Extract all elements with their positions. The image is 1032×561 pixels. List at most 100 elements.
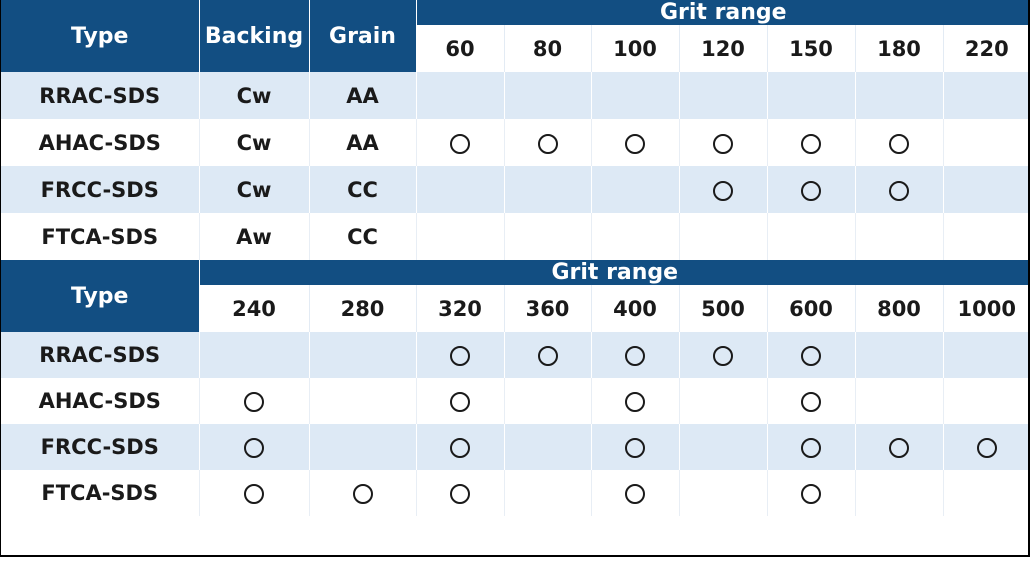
grit-cell <box>416 119 505 166</box>
circle-mark-icon <box>244 438 264 458</box>
circle-mark-icon <box>889 133 909 154</box>
circle-mark-icon <box>450 346 470 366</box>
grit-cell <box>591 332 680 378</box>
circle-mark-icon <box>713 346 733 366</box>
grit-cell <box>855 72 944 119</box>
grit-value: 60 <box>416 25 505 72</box>
table-row: AHAC-SDS Cw AA <box>1 119 1028 166</box>
grit-cell <box>416 332 505 378</box>
grit-value: 240 <box>199 285 310 332</box>
table-row: FTCA-SDS Aw CC <box>1 213 1028 260</box>
grit-cell <box>199 470 310 516</box>
grit-cell <box>943 424 1028 470</box>
grit-cell <box>416 166 505 213</box>
backing-cell: Cw <box>199 119 310 166</box>
grit-cell <box>504 332 592 378</box>
grit-compatibility-table: Type Backing Grain Grit range 60 80 100 120 150 1… <box>1 0 1028 516</box>
grit-cell <box>855 378 944 424</box>
grit-range-header: Grit range <box>199 260 1028 285</box>
circle-mark-icon <box>889 438 909 458</box>
circle-mark-icon <box>450 438 470 458</box>
grit-value: 500 <box>679 285 768 332</box>
grain-cell: AA <box>309 119 417 166</box>
grit-cell <box>504 213 592 260</box>
grit-cell <box>855 424 944 470</box>
grit-value: 400 <box>591 285 680 332</box>
grit-cell <box>767 72 856 119</box>
grit-cell <box>504 378 592 424</box>
grit-value: 180 <box>855 25 944 72</box>
grit-cell <box>199 424 310 470</box>
grit-cell <box>943 378 1028 424</box>
circle-mark-icon <box>450 392 470 412</box>
grit-cell <box>943 119 1028 166</box>
circle-mark-icon <box>352 484 373 504</box>
type-cell: FRCC-SDS <box>1 166 200 213</box>
grit-value: 600 <box>767 285 856 332</box>
grit-cell <box>855 213 944 260</box>
circle-mark-icon <box>801 346 821 366</box>
grit-cell <box>416 378 505 424</box>
grit-cell <box>943 470 1028 516</box>
header-row-1: Type Backing Grain Grit range <box>1 0 1028 72</box>
grit-cell <box>416 213 505 260</box>
type-cell: AHAC-SDS <box>1 378 200 424</box>
circle-mark-icon <box>801 438 821 458</box>
grit-cell <box>309 378 417 424</box>
table-row: AHAC-SDS <box>1 378 1028 424</box>
circle-mark-icon <box>244 484 264 504</box>
circle-mark-icon <box>976 438 997 458</box>
circle-mark-icon <box>625 438 645 458</box>
type-cell: RRAC-SDS <box>1 332 200 378</box>
grit-cell <box>679 166 768 213</box>
grit-cell <box>767 470 856 516</box>
grit-range-header: Grit range <box>416 0 1028 25</box>
grit-cell <box>943 72 1028 119</box>
circle-mark-icon <box>537 133 558 154</box>
type-cell: RRAC-SDS <box>1 72 200 119</box>
circle-mark-icon <box>625 346 645 366</box>
grit-row-2: 240 280 320 360 400 500 600 800 1000 <box>1 285 1028 332</box>
backing-cell: Cw <box>199 166 310 213</box>
grit-cell <box>504 424 592 470</box>
circle-mark-icon <box>625 484 645 504</box>
grit-cell <box>943 166 1028 213</box>
table-row: FRCC-SDS <box>1 424 1028 470</box>
grit-cell <box>855 119 944 166</box>
grain-cell: AA <box>309 72 417 119</box>
grain-cell: CC <box>309 213 417 260</box>
grit-value: 800 <box>855 285 944 332</box>
grit-cell <box>416 470 505 516</box>
grit-cell <box>504 470 592 516</box>
grit-cell <box>679 470 768 516</box>
grit-cell <box>309 332 417 378</box>
table-row: FRCC-SDS Cw CC <box>1 166 1028 213</box>
backing-cell: Cw <box>199 72 310 119</box>
grit-cell <box>504 72 592 119</box>
backing-header: Backing <box>199 0 310 72</box>
circle-mark-icon <box>801 484 821 504</box>
grit-cell <box>943 213 1028 260</box>
grit-cell <box>943 332 1028 378</box>
grit-cell <box>679 213 768 260</box>
grit-cell <box>679 72 768 119</box>
grit-cell <box>855 470 944 516</box>
circle-mark-icon <box>450 133 470 154</box>
grit-value: 220 <box>943 25 1028 72</box>
grit-cell <box>591 213 680 260</box>
circle-mark-icon <box>801 133 821 154</box>
type-cell: FTCA-SDS <box>1 470 200 516</box>
circle-mark-icon <box>625 392 645 412</box>
grit-cell <box>679 424 768 470</box>
circle-mark-icon <box>801 392 821 412</box>
grit-cell <box>767 213 856 260</box>
grit-cell <box>591 166 680 213</box>
grit-cell <box>504 166 592 213</box>
circle-mark-icon <box>244 392 264 412</box>
grit-value: 100 <box>591 25 680 72</box>
type-cell: FTCA-SDS <box>1 213 200 260</box>
grit-cell <box>591 72 680 119</box>
grit-cell <box>767 424 856 470</box>
grit-cell <box>199 378 310 424</box>
